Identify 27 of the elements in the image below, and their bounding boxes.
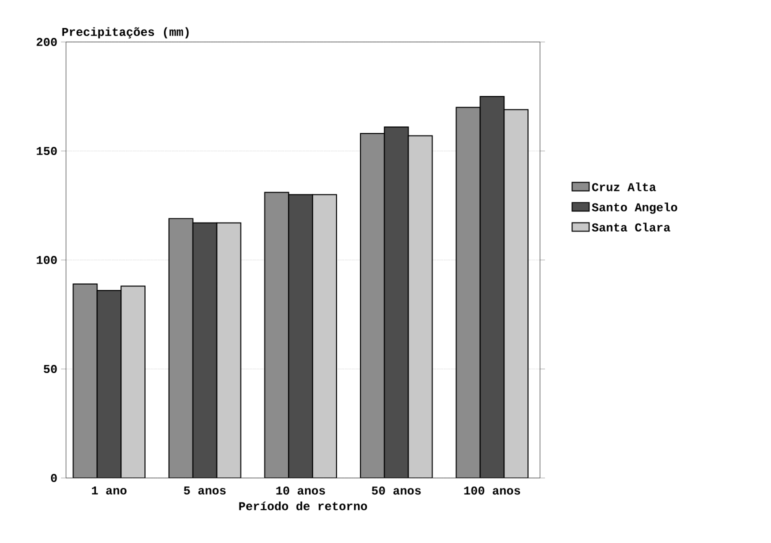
bar — [216, 222, 241, 478]
x-tick-label: 5 anos — [184, 486, 226, 494]
x-tick-label: 1 ano — [92, 486, 126, 494]
x-tick-label: 10 anos — [276, 486, 325, 495]
bar — [504, 109, 529, 478]
bar — [264, 192, 289, 478]
legend-label: Santo Angelo — [592, 202, 678, 214]
y-tick-label: 150 — [36, 146, 57, 156]
x-tick-label: 50 anos — [372, 486, 421, 495]
bar — [408, 136, 432, 478]
bar — [480, 96, 505, 478]
bar — [121, 286, 146, 478]
bar — [312, 194, 337, 478]
y-tick-label: 200 — [36, 38, 57, 46]
bar — [288, 194, 313, 478]
bar — [168, 218, 193, 478]
bar — [97, 290, 122, 478]
x-tick-label: 100 anos — [464, 486, 520, 495]
y-axis-title: Precipitações (mm) — [62, 27, 189, 38]
legend-label: Cruz Alta — [592, 182, 656, 192]
x-axis-title: Período de retorno — [239, 501, 368, 510]
bar — [192, 222, 217, 478]
y-tick-label: 0 — [51, 474, 57, 482]
y-tick-label: 100 — [36, 256, 57, 264]
legend-label: Santa Clara — [592, 222, 670, 232]
bar — [384, 127, 408, 478]
y-tick-label: 50 — [44, 364, 57, 374]
